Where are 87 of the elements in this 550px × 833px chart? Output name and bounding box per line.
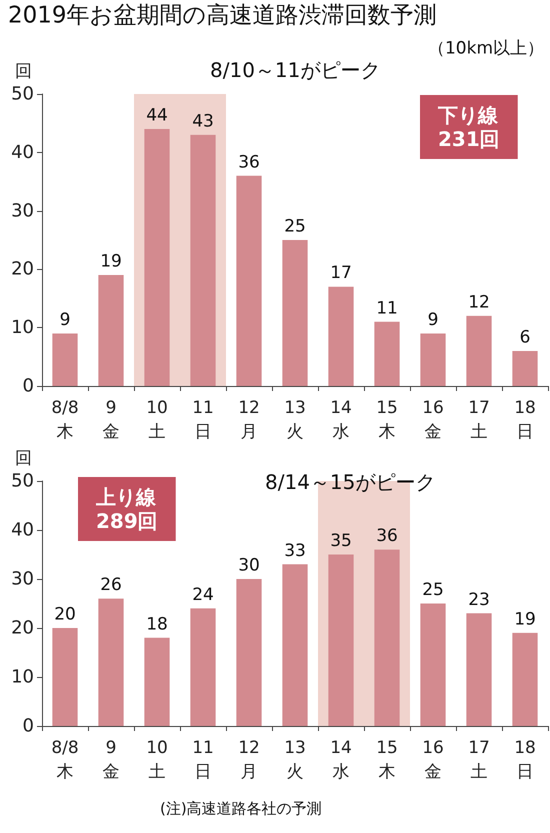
annotation: 8/14～15がピーク (265, 470, 436, 494)
bar (420, 333, 446, 386)
x-tick-label: 11 日 (192, 738, 214, 782)
y-tick-label: 30 (11, 200, 34, 222)
data-label: 6 (520, 327, 530, 348)
data-label: 30 (238, 556, 260, 576)
bar (328, 286, 354, 386)
data-label: 12 (468, 292, 490, 312)
data-label: 24 (192, 584, 214, 605)
text: (注)高速道路各社の予測 (160, 800, 322, 818)
data-label: 26 (100, 575, 122, 596)
x-tick-label: 16 金 (422, 398, 444, 442)
chart-title: 2019年お盆期間の高速道路渋滞回数予測 (8, 2, 437, 28)
data-label: 44 (146, 106, 168, 126)
bar (466, 316, 492, 386)
x-tick-label: 14 水 (330, 738, 352, 782)
bar (374, 550, 400, 726)
annotation: 下り線 231回 (437, 103, 500, 151)
data-label: 23 (468, 590, 490, 610)
bar (52, 333, 78, 386)
y-tick-label: 40 (11, 520, 34, 540)
data-label: 43 (192, 111, 214, 132)
bar (190, 134, 216, 386)
x-tick-label: 10 土 (146, 398, 168, 442)
bar (282, 240, 308, 386)
y-axis-title: 回 (15, 62, 32, 82)
data-label: 25 (422, 580, 444, 600)
x-tick-label: 14 水 (330, 398, 352, 442)
x-tick-label: 13 火 (284, 738, 306, 782)
data-label: 19 (100, 252, 122, 272)
bar (144, 638, 170, 726)
y-tick-label: 30 (11, 568, 34, 590)
x-tick-label: 15 木 (376, 398, 398, 442)
bar (144, 129, 170, 386)
y-tick-label: 10 (11, 317, 34, 338)
bar (420, 604, 446, 726)
data-label: 33 (284, 540, 306, 561)
x-tick-label: 17 土 (468, 398, 490, 442)
data-label: 17 (330, 263, 352, 284)
bar (374, 322, 400, 386)
y-tick-label: 40 (11, 142, 34, 163)
x-tick-label: 8/8 木 (51, 398, 79, 442)
y-tick-label: 10 (11, 666, 34, 688)
y-tick-label: 0 (22, 376, 34, 396)
data-label: 36 (238, 152, 260, 172)
data-label: 35 (330, 531, 352, 551)
bar (98, 598, 124, 726)
data-label: 11 (376, 298, 398, 318)
x-tick-label: 18 日 (514, 398, 536, 442)
y-tick-label: 50 (11, 84, 34, 104)
y-tick-label: 0 (22, 716, 34, 736)
x-tick-label: 16 金 (422, 738, 444, 782)
chart-subtitle: （10km以上） (428, 38, 544, 58)
x-tick-label: 15 木 (376, 738, 398, 782)
data-label: 19 (514, 609, 536, 630)
x-tick-label: 12 月 (238, 738, 260, 782)
y-tick-label: 20 (11, 618, 34, 638)
x-tick-label: 12 月 (238, 398, 260, 442)
bar (52, 628, 78, 726)
y-axis-title: 回 (15, 448, 32, 468)
x-tick-label: 10 土 (146, 738, 168, 782)
x-tick-label: 11 日 (192, 398, 214, 442)
x-tick-label: 18 日 (514, 738, 536, 782)
bar (236, 176, 262, 386)
data-label: 20 (54, 604, 76, 624)
data-label: 9 (428, 310, 438, 330)
bar (236, 579, 262, 726)
x-tick-label: 9 金 (102, 738, 120, 782)
bar (98, 275, 124, 386)
x-tick-label: 9 金 (102, 398, 120, 442)
bar (466, 613, 492, 726)
x-tick-label: 17 土 (468, 738, 490, 782)
bar (190, 608, 216, 726)
bar (512, 632, 538, 726)
y-tick-label: 50 (11, 470, 34, 492)
data-label: 18 (146, 614, 168, 634)
text: 8/10～11がピーク (210, 58, 380, 82)
x-tick-label: 13 火 (284, 398, 306, 442)
data-label: 36 (376, 526, 398, 546)
bar (328, 554, 354, 726)
bar (512, 350, 538, 386)
y-tick-label: 20 (11, 258, 34, 280)
annotation: 上り線 289回 (95, 485, 158, 533)
data-label: 25 (284, 216, 306, 236)
data-label: 9 (60, 310, 70, 330)
bar (282, 564, 308, 726)
x-tick-label: 8/8 木 (51, 738, 79, 782)
